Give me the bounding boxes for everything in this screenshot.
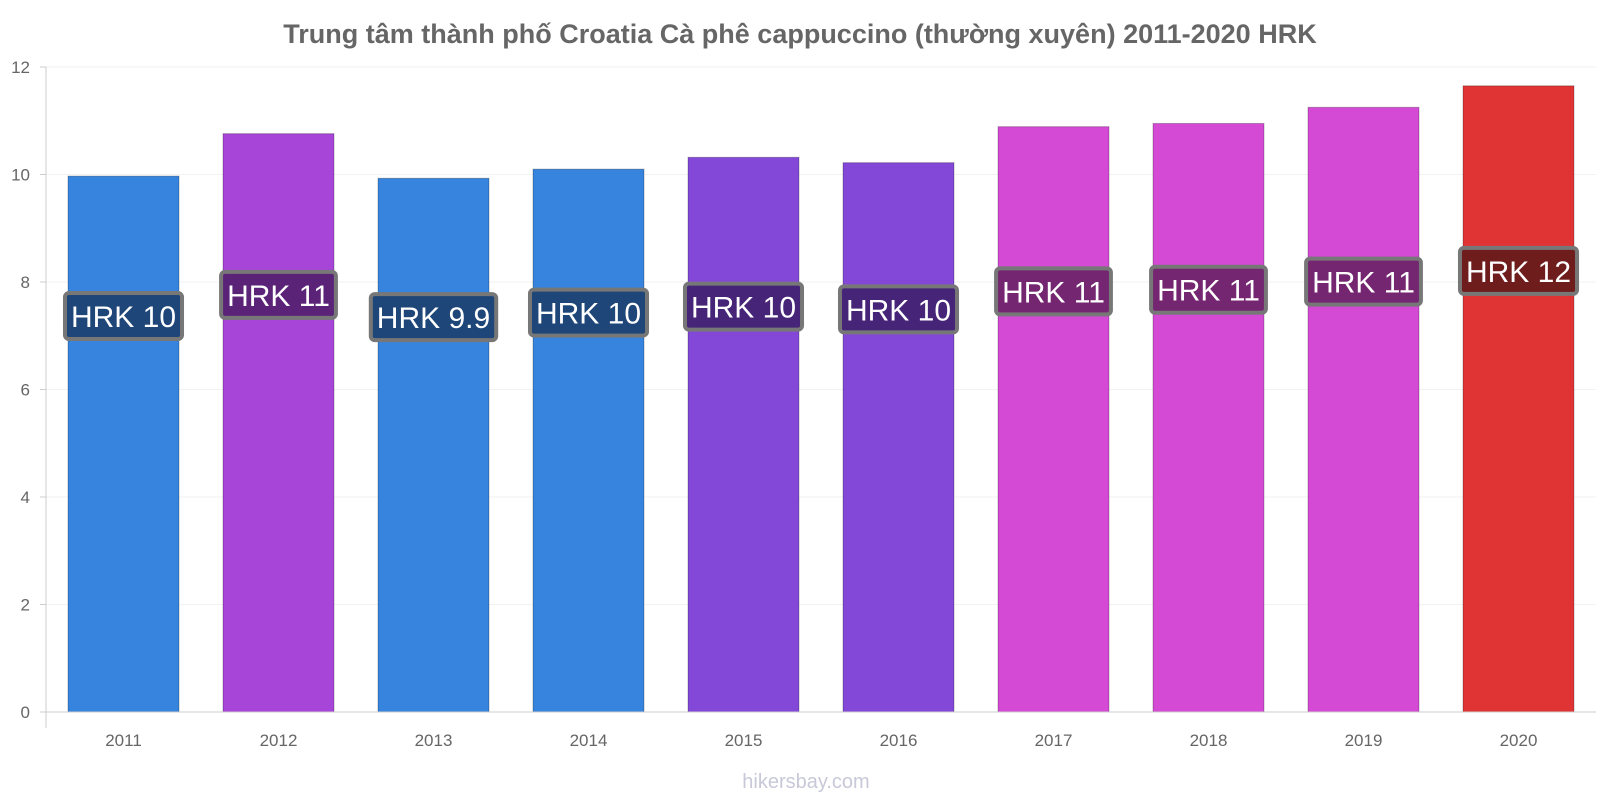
x-tick-label: 2019	[1345, 731, 1383, 750]
bar-2013	[377, 177, 490, 713]
data-label-2017: HRK 11	[1002, 276, 1105, 309]
y-tick-label: 4	[21, 488, 30, 507]
data-label-box	[527, 287, 650, 338]
x-tick-label: 2014	[570, 731, 608, 750]
data-label-box	[368, 292, 499, 343]
data-label-box	[1304, 256, 1423, 307]
x-tick-label: 2017	[1035, 731, 1073, 750]
bars	[67, 85, 1575, 713]
bar-2011	[67, 175, 180, 713]
y-tick-label: 2	[21, 596, 30, 615]
chart-title: Trung tâm thành phố Croatia Cà phê cappu…	[283, 19, 1317, 49]
y-tick-label: 0	[21, 703, 30, 722]
x-axis: 2011 2012 2013 2014 2015 2016 2017 2018 2019 2020	[46, 711, 1596, 750]
data-label-2013: HRK 9.9	[377, 302, 490, 335]
data-label-2011: HRK 10	[71, 301, 176, 334]
y-tick-label: 8	[21, 273, 30, 292]
data-label-2019: HRK 11	[1312, 267, 1415, 300]
bar-2012	[222, 133, 335, 713]
y-tick-label: 12	[11, 58, 30, 77]
data-label-2016: HRK 10	[846, 294, 951, 327]
data-label-2015: HRK 10	[691, 292, 796, 325]
y-tick-label: 10	[11, 166, 30, 185]
data-labels: HRK 10 HRK 11 HRK 9.9 HRK 10 HRK 10 HRK 10 HRK…	[62, 245, 1580, 343]
x-tick-label: 2011	[105, 731, 142, 750]
bar-2015	[687, 156, 800, 713]
data-label-box	[837, 284, 960, 335]
bar-2019	[1307, 106, 1420, 713]
y-tick-label: 6	[21, 381, 30, 400]
x-tick-label: 2015	[725, 731, 763, 750]
bar-2016	[842, 162, 955, 713]
data-label-box	[1149, 264, 1268, 315]
data-label-2014: HRK 10	[536, 298, 641, 331]
x-tick-label: 2012	[260, 731, 298, 750]
data-label-box	[682, 281, 805, 332]
source-credit: hikersbay.com	[742, 771, 869, 793]
bar-2014	[532, 168, 645, 713]
data-label-2020: HRK 12	[1466, 256, 1571, 289]
data-label-2018: HRK 11	[1157, 275, 1260, 308]
data-label-box	[1457, 245, 1580, 296]
data-label-2012: HRK 11	[227, 280, 330, 313]
x-tick-label: 2020	[1500, 731, 1538, 750]
bar-2018	[1152, 122, 1265, 713]
bar-2017	[997, 126, 1110, 713]
data-label-box	[62, 291, 185, 342]
data-label-box	[994, 266, 1113, 317]
x-tick-label: 2016	[880, 731, 918, 750]
bar-2020	[1462, 85, 1575, 713]
y-axis: 0 2 4 6 8 10 12	[11, 58, 47, 728]
x-tick-label: 2018	[1190, 731, 1228, 750]
data-label-box	[219, 269, 338, 320]
x-tick-label: 2013	[415, 731, 453, 750]
